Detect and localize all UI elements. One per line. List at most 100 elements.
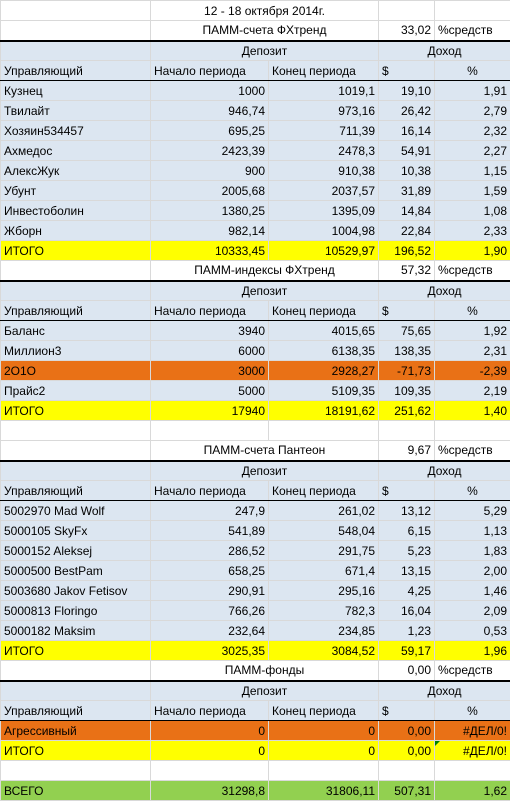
end-value[interactable]: 295,16 [269, 581, 379, 601]
income-pct[interactable]: 2,33 [435, 221, 510, 241]
income-pct[interactable]: 5,29 [435, 501, 510, 521]
total-usd[interactable]: 0,00 [379, 741, 435, 761]
income-usd[interactable]: 16,04 [379, 601, 435, 621]
total-label[interactable]: ИТОГО [1, 241, 151, 261]
income-usd[interactable]: 6,15 [379, 521, 435, 541]
start-value[interactable]: 1000 [151, 81, 269, 101]
end-value[interactable]: 548,04 [269, 521, 379, 541]
income-pct[interactable]: -2,39 [435, 361, 510, 381]
section-share-label[interactable]: %средств [435, 261, 510, 281]
grand-total-usd[interactable]: 507,31 [379, 781, 435, 801]
income-header[interactable]: Доход [379, 281, 510, 301]
deposit-header[interactable]: Депозит [151, 461, 379, 481]
pct-header[interactable]: % [435, 61, 510, 81]
start-value[interactable]: 1380,25 [151, 201, 269, 221]
start-value[interactable]: 946,74 [151, 101, 269, 121]
empty-cell[interactable] [435, 1, 510, 21]
total-start[interactable]: 10333,45 [151, 241, 269, 261]
start-value[interactable]: 541,89 [151, 521, 269, 541]
income-pct[interactable]: 1,83 [435, 541, 510, 561]
income-usd[interactable]: 109,35 [379, 381, 435, 401]
income-usd[interactable]: 10,38 [379, 161, 435, 181]
deposit-header[interactable]: Депозит [151, 681, 379, 701]
pct-header[interactable]: % [435, 481, 510, 501]
manager-name[interactable]: 5002970 Mad Wolf [1, 501, 151, 521]
total-pct[interactable]: #ДЕЛ/0! [435, 741, 510, 761]
usd-header[interactable]: $ [379, 301, 435, 321]
grand-total-end[interactable]: 31806,11 [269, 781, 379, 801]
income-usd[interactable]: 4,25 [379, 581, 435, 601]
income-header[interactable]: Доход [379, 41, 510, 61]
income-usd[interactable]: 13,12 [379, 501, 435, 521]
empty-cell[interactable] [1, 421, 151, 441]
total-start[interactable]: 17940 [151, 401, 269, 421]
empty-cell[interactable] [1, 761, 151, 781]
income-usd[interactable]: 16,14 [379, 121, 435, 141]
grand-total-start[interactable]: 31298,8 [151, 781, 269, 801]
pct-header[interactable]: % [435, 701, 510, 721]
end-value[interactable]: 1395,09 [269, 201, 379, 221]
total-label[interactable]: ИТОГО [1, 641, 151, 661]
start-value[interactable]: 2005,68 [151, 181, 269, 201]
start-header[interactable]: Начало периода [151, 481, 269, 501]
end-value[interactable]: 910,38 [269, 161, 379, 181]
end-value[interactable]: 5109,35 [269, 381, 379, 401]
start-value[interactable]: 290,91 [151, 581, 269, 601]
manager-name[interactable]: Агрессивный [1, 721, 151, 741]
manager-name[interactable]: АлексЖук [1, 161, 151, 181]
income-pct[interactable]: #ДЕЛ/0! [435, 721, 510, 741]
income-pct[interactable]: 1,91 [435, 81, 510, 101]
pct-header[interactable]: % [435, 301, 510, 321]
income-usd[interactable]: 5,23 [379, 541, 435, 561]
deposit-header[interactable]: Депозит [151, 41, 379, 61]
start-header[interactable]: Начало периода [151, 701, 269, 721]
start-value[interactable]: 286,52 [151, 541, 269, 561]
empty-cell[interactable] [1, 1, 151, 21]
start-value[interactable]: 232,64 [151, 621, 269, 641]
start-value[interactable]: 5000 [151, 381, 269, 401]
end-value[interactable]: 6138,35 [269, 341, 379, 361]
start-value[interactable]: 900 [151, 161, 269, 181]
header-blank[interactable] [1, 41, 151, 61]
end-value[interactable]: 4015,65 [269, 321, 379, 341]
section-share-label[interactable]: %средств [435, 661, 510, 681]
income-usd[interactable]: 0,00 [379, 721, 435, 741]
end-value[interactable]: 2478,3 [269, 141, 379, 161]
end-header[interactable]: Конец периода [269, 301, 379, 321]
header-blank[interactable] [1, 681, 151, 701]
manager-name[interactable]: 5000182 Maksim [1, 621, 151, 641]
end-value[interactable]: 2928,27 [269, 361, 379, 381]
income-header[interactable]: Доход [379, 461, 510, 481]
income-pct[interactable]: 2,32 [435, 121, 510, 141]
section-share[interactable]: 9,67 [379, 441, 435, 461]
start-value[interactable]: 982,14 [151, 221, 269, 241]
empty-cell[interactable] [1, 661, 151, 681]
end-value[interactable]: 2037,57 [269, 181, 379, 201]
usd-header[interactable]: $ [379, 481, 435, 501]
empty-cell[interactable] [435, 421, 510, 441]
income-pct[interactable]: 2,31 [435, 341, 510, 361]
section-share[interactable]: 57,32 [379, 261, 435, 281]
empty-cell[interactable] [269, 421, 379, 441]
manager-header[interactable]: Управляющий [1, 481, 151, 501]
total-end[interactable]: 3084,52 [269, 641, 379, 661]
report-period-title[interactable]: 12 - 18 октября 2014г. [151, 1, 379, 21]
empty-cell[interactable] [1, 21, 151, 41]
end-value[interactable]: 711,39 [269, 121, 379, 141]
section-share[interactable]: 0,00 [379, 661, 435, 681]
start-value[interactable]: 247,9 [151, 501, 269, 521]
section-title[interactable]: ПАММ-счета Пантеон [151, 441, 379, 461]
header-blank[interactable] [1, 461, 151, 481]
income-pct[interactable]: 1,13 [435, 521, 510, 541]
end-value[interactable]: 0 [269, 721, 379, 741]
income-usd[interactable]: 22,84 [379, 221, 435, 241]
usd-header[interactable]: $ [379, 701, 435, 721]
header-blank[interactable] [1, 281, 151, 301]
manager-name[interactable]: Хозяин534457 [1, 121, 151, 141]
manager-name[interactable]: Миллион3 [1, 341, 151, 361]
empty-cell[interactable] [1, 261, 151, 281]
start-value[interactable]: 0 [151, 721, 269, 741]
income-pct[interactable]: 1,46 [435, 581, 510, 601]
income-usd[interactable]: 1,23 [379, 621, 435, 641]
empty-cell[interactable] [435, 761, 510, 781]
